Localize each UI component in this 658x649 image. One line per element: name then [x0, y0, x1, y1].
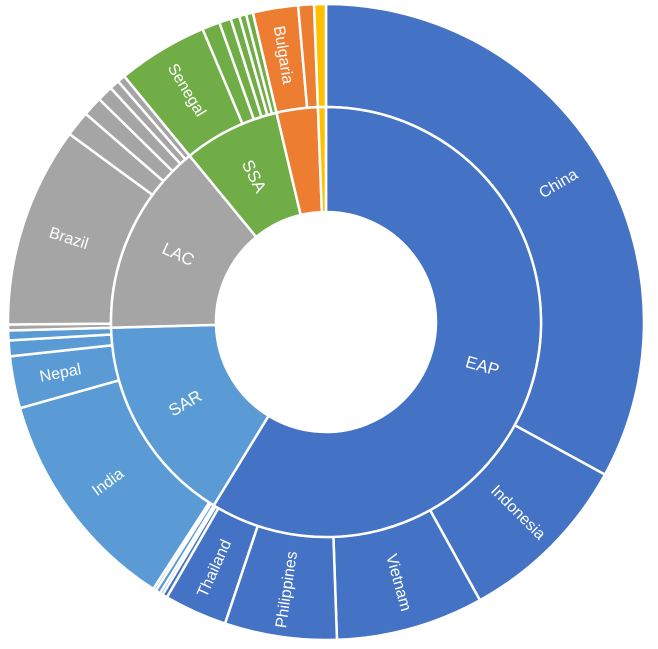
- outer-ring: [6, 2, 646, 642]
- region-segment-eap: [212, 105, 543, 539]
- inner-ring: [109, 105, 543, 539]
- region-segment-mena: [316, 105, 328, 214]
- region-segment-sar: [109, 323, 271, 508]
- region-segment-lac: [109, 154, 258, 330]
